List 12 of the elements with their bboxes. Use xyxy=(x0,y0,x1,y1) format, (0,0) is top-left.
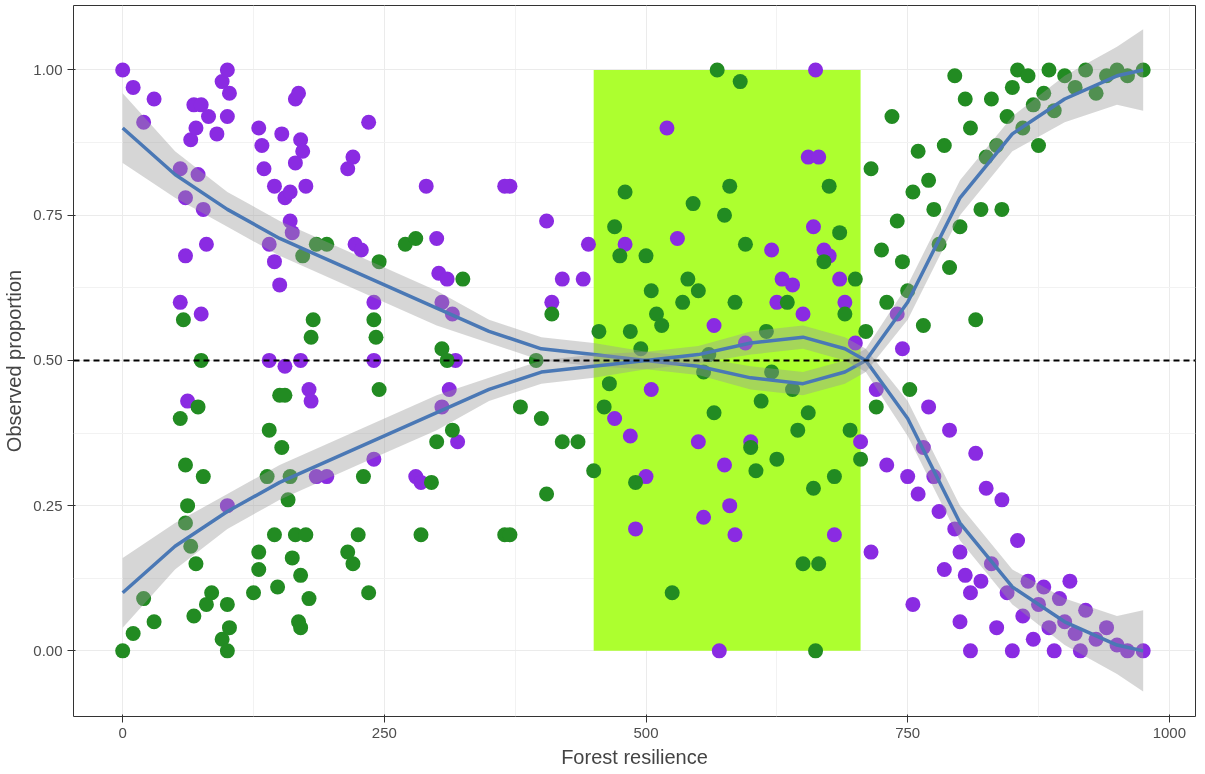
y-tick-label: 0.25 xyxy=(33,496,63,514)
y-tick-label: 0.75 xyxy=(33,206,63,224)
y-tick-label: 1.00 xyxy=(33,60,63,78)
x-tick-label: 500 xyxy=(633,723,659,741)
x-tick-label: 250 xyxy=(371,723,397,741)
y-tick-label: 0.00 xyxy=(33,641,63,659)
y-tick-label: 0.50 xyxy=(33,351,63,369)
x-tick-label: 750 xyxy=(895,723,921,741)
x-axis-title: Forest resilience xyxy=(561,745,708,768)
y-axis-title: Observed proportion xyxy=(3,269,26,453)
x-tick-label: 0 xyxy=(118,723,127,741)
x-tick-label: 1000 xyxy=(1152,723,1187,741)
